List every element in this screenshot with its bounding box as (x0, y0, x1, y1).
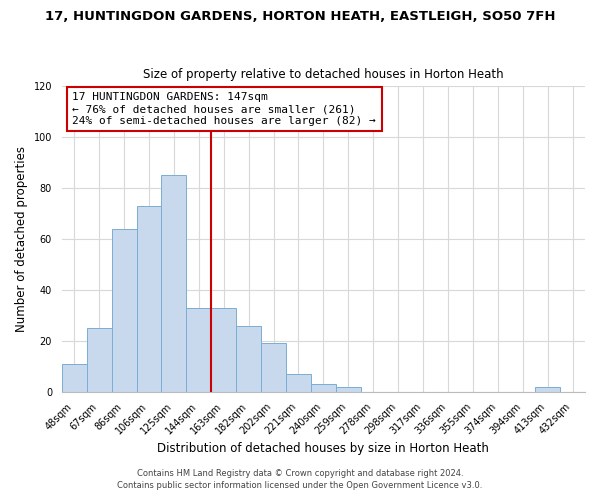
Text: 17 HUNTINGDON GARDENS: 147sqm
← 76% of detached houses are smaller (261)
24% of : 17 HUNTINGDON GARDENS: 147sqm ← 76% of d… (72, 92, 376, 126)
Bar (86, 328, 112, 392)
Bar (311, 384, 336, 392)
Text: 17, HUNTINGDON GARDENS, HORTON HEATH, EASTLEIGH, SO50 7FH: 17, HUNTINGDON GARDENS, HORTON HEATH, EA… (45, 10, 555, 23)
Y-axis label: Number of detached properties: Number of detached properties (15, 146, 28, 332)
Bar (137, 206, 161, 392)
Bar (187, 308, 211, 392)
Bar (62, 364, 86, 392)
Text: Contains HM Land Registry data © Crown copyright and database right 2024.
Contai: Contains HM Land Registry data © Crown c… (118, 468, 482, 490)
Bar (211, 308, 236, 392)
Bar (261, 344, 286, 392)
Title: Size of property relative to detached houses in Horton Heath: Size of property relative to detached ho… (143, 68, 504, 81)
Bar (112, 229, 137, 392)
Bar (336, 386, 361, 392)
Bar (286, 374, 311, 392)
X-axis label: Distribution of detached houses by size in Horton Heath: Distribution of detached houses by size … (157, 442, 490, 455)
Bar (236, 326, 261, 392)
Bar (535, 386, 560, 392)
Bar (161, 176, 187, 392)
